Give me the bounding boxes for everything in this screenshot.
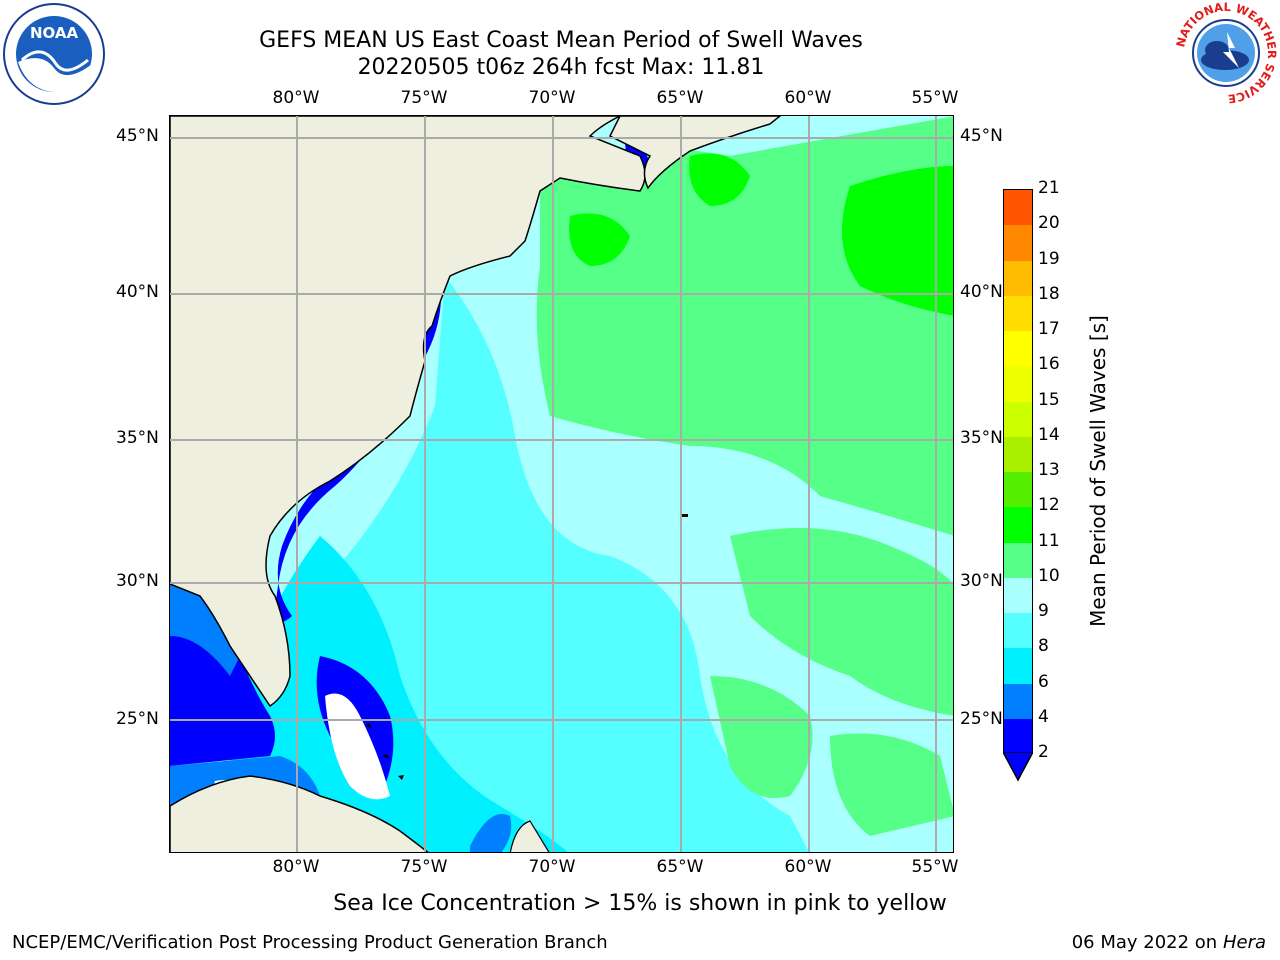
colorbar-segment — [1004, 260, 1032, 297]
lat-label-right-35n: 35°N — [960, 428, 1003, 448]
colorbar-label: Mean Period of Swell Waves [s] — [1086, 315, 1110, 627]
colorbar-segment — [1004, 331, 1032, 367]
colorbar-tick-label: 14 — [1038, 424, 1060, 445]
lat-label-right-25n: 25°N — [960, 709, 1003, 729]
colorbar-segment — [1004, 718, 1032, 755]
colorbar-segment — [1004, 190, 1032, 226]
ocean-band-green-4 — [830, 733, 953, 836]
ocean-band-green-3 — [710, 676, 813, 798]
footer-date-text: 06 May 2022 on — [1071, 932, 1218, 953]
colorbar-tick-label: 9 — [1038, 601, 1049, 621]
land-north-america — [170, 116, 646, 708]
colorbar-ticks: 21 20 19 18 17 16 15 14 13 12 11 10 9 8 6 4 2 — [1038, 0, 1078, 960]
colorbar-segment — [1004, 436, 1032, 473]
lat-label-left-45n: 45°N — [116, 126, 159, 146]
ocean-band-bright-green — [842, 166, 953, 316]
bermuda-island — [682, 514, 688, 517]
lon-label-bottom-75w: 75°W — [400, 857, 448, 877]
lon-label-bottom-80w: 80°W — [272, 857, 320, 877]
footer-date: 06 May 2022 on Hera — [1072, 932, 1266, 953]
colorbar-segment — [1004, 648, 1032, 684]
ocean-band-green-2 — [730, 528, 953, 716]
colorbar-tick-label: 10 — [1038, 565, 1060, 586]
colorbar-segment — [1004, 683, 1032, 720]
colorbar-tick-label: 16 — [1038, 354, 1060, 375]
colorbar-tick-label: 8 — [1038, 636, 1049, 657]
lat-label-left-25n: 25°N — [116, 709, 159, 729]
lon-label-top-55w: 55°W — [911, 88, 959, 108]
colorbar-tick-label: 21 — [1038, 178, 1060, 198]
colorbar-under-arrow — [1001, 751, 1035, 782]
land-cuba — [170, 775, 429, 852]
lon-label-bottom-55w: 55°W — [911, 857, 959, 877]
chart-subtitle: 20220505 t06z 264h fcst Max: 11.81 — [357, 55, 765, 80]
chart-title: GEFS MEAN US East Coast Mean Period of S… — [259, 28, 863, 53]
map-panel — [169, 115, 954, 853]
colorbar-tick-label: 6 — [1038, 671, 1049, 692]
colorbar-tick-label: 2 — [1038, 742, 1049, 762]
colorbar-tick-label: 20 — [1038, 213, 1060, 234]
land-hispaniola — [509, 820, 550, 852]
colorbar-segment — [1004, 507, 1032, 543]
colorbar-tick-label: 19 — [1038, 248, 1060, 269]
colorbar — [1003, 189, 1033, 755]
lat-label-left-40n: 40°N — [116, 282, 159, 302]
colorbar-segment — [1004, 401, 1032, 438]
map-gridlines — [170, 116, 953, 852]
lon-label-bottom-65w: 65°W — [656, 857, 704, 877]
colorbar-segment — [1004, 542, 1032, 579]
lat-label-left-35n: 35°N — [116, 428, 159, 448]
colorbar-segment — [1004, 472, 1032, 508]
noaa-logo-text: NOAA — [30, 24, 79, 42]
hispaniola-coast-blue — [470, 814, 512, 852]
colorbar-tick-label: 12 — [1038, 495, 1060, 516]
lat-label-right-40n: 40°N — [960, 282, 1003, 302]
colorbar-tick-label: 17 — [1038, 319, 1060, 339]
ocean-band-cyan — [302, 276, 809, 852]
footer-machine: Hera — [1222, 932, 1266, 953]
colorbar-segment — [1004, 225, 1032, 261]
lat-label-right-30n: 30°N — [960, 571, 1003, 591]
colorbar-tick-label: 18 — [1038, 283, 1060, 304]
sea-ice-note: Sea Ice Concentration > 15% is shown in … — [333, 891, 947, 916]
lon-label-top-60w: 60°W — [784, 88, 832, 108]
map-canvas — [170, 116, 953, 852]
noaa-logo: NOAA — [2, 2, 106, 106]
lat-label-left-30n: 30°N — [116, 571, 159, 591]
colorbar-segment — [1004, 577, 1032, 614]
land-nova-scotia — [608, 116, 782, 190]
ocean-band-bright-cyan — [230, 536, 568, 852]
colorbar-tick-label: 4 — [1038, 706, 1049, 727]
colorbar-tick-label: 13 — [1038, 460, 1060, 480]
colorbar-tick-label: 15 — [1038, 389, 1060, 410]
footer-left-credit: NCEP/EMC/Verification Post Processing Pr… — [12, 932, 608, 953]
nws-logo: NATIONAL WEATHER SERVICE — [1173, 0, 1279, 106]
colorbar-segment — [1004, 366, 1032, 402]
ocean-band-bright-green-2 — [569, 213, 630, 266]
colorbar-tick-label: 11 — [1038, 530, 1060, 551]
lat-label-right-45n: 45°N — [960, 126, 1003, 146]
ocean-band-bright-green-3 — [689, 153, 750, 206]
lon-label-top-65w: 65°W — [656, 88, 704, 108]
lon-label-top-80w: 80°W — [272, 88, 320, 108]
lon-label-bottom-60w: 60°W — [784, 857, 832, 877]
lon-label-top-75w: 75°W — [400, 88, 448, 108]
lon-label-top-70w: 70°W — [528, 88, 576, 108]
colorbar-segment — [1004, 295, 1032, 332]
lon-label-bottom-70w: 70°W — [528, 857, 576, 877]
colorbar-segment — [1004, 613, 1032, 649]
